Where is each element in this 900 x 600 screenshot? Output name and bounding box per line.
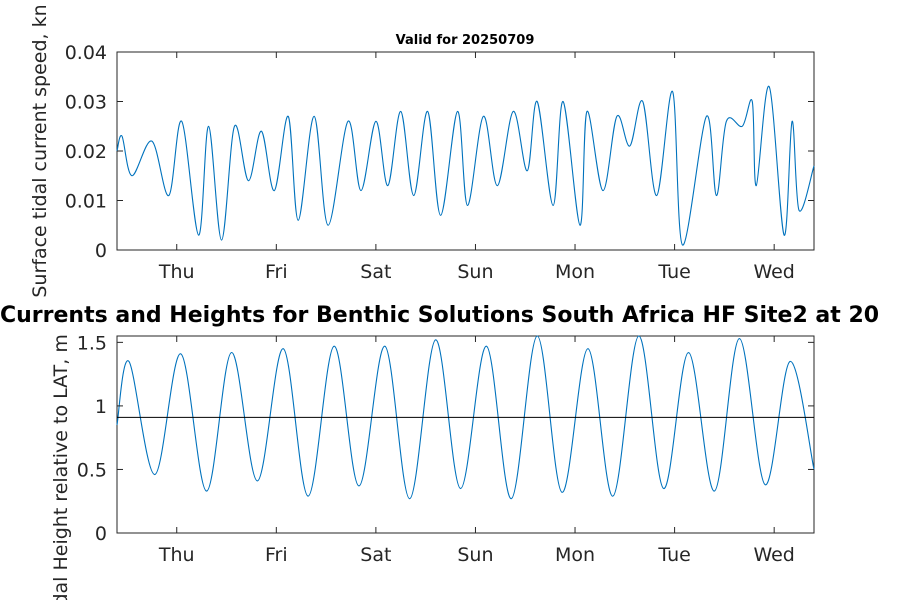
tidal-height-plot-area [116,335,815,534]
current-speed-title: Valid for 20250709 [396,33,535,48]
current-speed-x-tick-label: Sun [457,261,493,283]
current-speed-x-tick-label: Tue [657,261,690,283]
tidal-height-axes: 0 0.5 1 1.5 Thu Fri Sat Sun Mon Tue Wed Tidal Hei… [50,332,815,600]
current-speed-plot-area [116,51,815,251]
current-speed-y-tick-label: 0.02 [65,141,107,163]
tidal-height-x-tick-label: Sun [457,544,493,566]
tidal-height-y-axis-label: Tidal Height relative to LAT, m [50,334,72,600]
tidal-height-x-tick-label: Tue [657,544,690,566]
tidal-height-y-ticks: 0 0.5 1 1.5 [77,332,814,545]
tidal-height-x-tick-label: Mon [555,544,595,566]
current-speed-y-tick-label: 0.01 [65,191,107,213]
current-speed-y-tick-label: 0.04 [65,42,107,64]
tidal-height-series [116,335,815,500]
current-speed-y-tick-label: 0.03 [65,92,107,114]
current-speed-x-tick-label: Sat [360,261,391,283]
tidal-height-x-tick-label: Thu [158,544,195,566]
current-speed-x-ticks: Thu Fri Sat Sun Mon Tue Wed [158,52,795,283]
current-speed-x-tick-label: Wed [753,261,794,283]
current-speed-y-tick-label: 0 [95,240,107,262]
current-speed-x-tick-label: Mon [555,261,595,283]
current-speed-line [116,86,815,246]
tidal-height-line [116,335,815,500]
current-speed-axes: 00.010.020.030.04 Thu Fri Sat Sun Mon Tue Wed … [29,4,815,298]
tidal-height-y-tick-label: 0 [95,523,107,545]
current-speed-x-tick-label: Fri [265,261,288,283]
tidal-height-x-tick-label: Wed [753,544,794,566]
current-speed-y-ticks: 0 0.01 0.02 0.03 0.04 [65,42,814,262]
main-title: Currents and Heights for Benthic Solutio… [0,303,879,328]
tidal-height-y-tick-label: 1.5 [77,332,107,354]
tidal-height-x-tick-label: Fri [265,544,288,566]
tidal-height-y-tick-label: 1 [95,396,107,418]
current-speed-y-axis-label: Surface tidal current speed, kn [29,4,51,297]
tidal-height-x-tick-label: Sat [360,544,391,566]
current-speed-series [116,86,815,246]
current-speed-x-tick-label: Thu [158,261,195,283]
tidal-height-x-ticks: Thu Fri Sat Sun Mon Tue Wed [158,336,795,566]
tidal-height-y-tick-label: 0.5 [77,459,107,481]
